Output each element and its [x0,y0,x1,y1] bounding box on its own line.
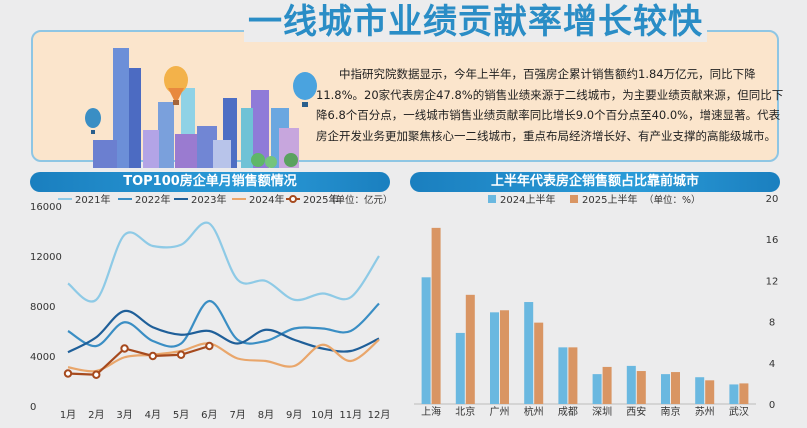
legend-item: 2024年 [232,193,284,206]
x-tick-label: 苏州 [695,405,715,418]
y-tick-label: 16 [766,235,779,246]
x-tick-label: 杭州 [524,405,544,418]
bar [524,302,534,404]
svg-text:2025年: 2025年 [303,193,338,206]
legend-item: 2021年 [58,193,110,206]
bar [602,366,612,404]
line-chart-title: TOP100房企单月销售额情况 [30,172,390,192]
series-line [67,344,210,376]
bar [671,372,680,404]
bar [592,374,602,404]
monthly-sales-line-chart: 0 4000 8000 12000 16000 1月 2月 3月 4月 5月 6月 7月 8月 9月 10月… [30,193,393,421]
unit-label: （单位：%） [644,194,701,206]
bar [695,377,705,404]
x-tick-label: 4月 [145,409,161,421]
page-headline: 一线城市业绩贡献率增长较快 [244,2,707,42]
bar [729,384,739,404]
legend-item: 2024上半年 [488,193,555,206]
svg-text:2025上半年: 2025上半年 [582,193,637,206]
x-tick-label: 3月 [116,409,132,421]
y-tick-label: 0 [30,402,36,413]
x-tick-label: 2月 [88,409,104,421]
data-point [92,370,101,379]
svg-text:2022年: 2022年 [135,193,170,206]
data-point [176,350,186,359]
x-tick-label: 南京 [661,405,681,418]
summary-paragraph: 中指研究院数据显示，今年上半年，百强房企累计销售额约1.84万亿元，同比下降11… [316,67,784,143]
y-tick-label: 4000 [30,352,55,363]
bar [636,371,646,404]
data-point [148,351,158,361]
svg-text:2021年: 2021年 [75,193,110,206]
x-tick-label: 武汉 [729,405,749,418]
x-tick-label: 成都 [558,406,578,418]
bar [490,312,499,404]
city-share-bar-chart: 0 4 8 12 16 20 2024上半年 2025上半年 （单位：%） 上海 北京 广州 杭州 成都 深… [414,193,779,418]
bar [500,310,509,404]
data-point [205,341,214,351]
bar [661,374,670,404]
x-tick-label: 1月 [60,409,76,421]
x-tick-label: 深圳 [592,406,612,418]
bar [431,227,441,404]
x-tick-label: 5月 [173,409,189,421]
bar-chart-title: 上半年代表房企销售额占比靠前城市 [410,172,780,192]
series-line [67,221,380,303]
x-tick-label: 7月 [229,409,245,421]
y-tick-label: 16000 [30,202,62,213]
legend-item: 2025年 [286,193,338,206]
y-tick-label: 12000 [30,252,62,263]
legend-item: 2023年 [174,193,226,206]
bar [626,365,636,404]
legend-item: 2022年 [118,193,170,206]
bar [739,383,749,404]
data-point [63,369,73,378]
x-tick-label: 10月 [311,409,334,421]
series-line [67,338,380,373]
x-tick-label: 北京 [455,405,475,418]
legend-item: 2025上半年 [570,193,637,206]
cityscape-illustration [85,48,317,168]
y-tick-label: 8000 [30,302,55,313]
y-tick-label: 12 [766,276,779,287]
y-tick-label: 8 [769,318,775,329]
x-tick-label: 9月 [286,409,302,421]
x-tick-label: 6月 [201,409,217,421]
bar [421,277,431,404]
data-point [120,344,129,353]
svg-text:2024年: 2024年 [249,193,284,206]
bar [534,322,544,404]
bar [455,332,465,404]
x-tick-label: 广州 [490,406,510,418]
x-tick-label: 西安 [626,405,646,418]
x-tick-label: 8月 [258,409,274,421]
x-tick-label: 12月 [368,409,391,421]
x-tick-label: 11月 [339,409,362,421]
series-line [67,299,380,348]
y-tick-label: 4 [769,359,775,370]
y-tick-label: 20 [766,194,779,205]
series-line [67,309,380,354]
bar [465,294,475,404]
intro-box: 中指研究院数据显示，今年上半年，百强房企累计销售额约1.84万亿元，同比下降11… [31,30,783,168]
bar [558,347,568,404]
x-tick-label: 上海 [421,405,441,418]
y-tick-label: 0 [769,400,775,411]
bar [705,380,715,404]
svg-text:2024上半年: 2024上半年 [500,193,555,206]
bar [568,347,578,404]
svg-text:2023年: 2023年 [191,193,226,206]
unit-label: （单位：亿元） [326,194,393,206]
